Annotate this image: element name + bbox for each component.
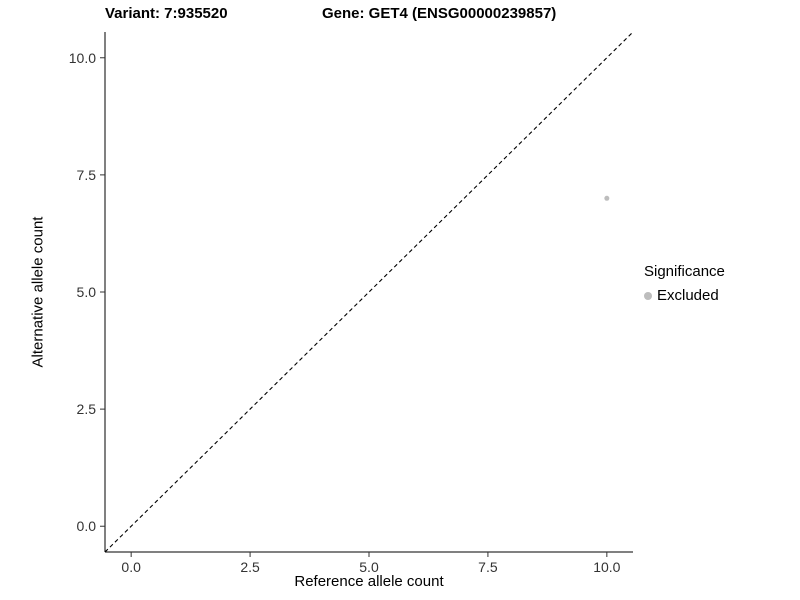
x-tick-label: 0.0 bbox=[121, 559, 141, 575]
identity-line bbox=[104, 31, 634, 553]
legend-point-icon bbox=[644, 291, 652, 300]
y-tick-label: 7.5 bbox=[77, 167, 97, 183]
y-tick-label: 5.0 bbox=[77, 284, 97, 300]
legend-title: Significance bbox=[644, 263, 725, 280]
x-tick-label: 10.0 bbox=[593, 559, 620, 575]
x-tick-label: 5.0 bbox=[359, 559, 379, 575]
legend-entry: Excluded bbox=[644, 287, 725, 304]
y-tick-label: 0.0 bbox=[77, 518, 97, 534]
x-tick-label: 2.5 bbox=[240, 559, 260, 575]
plot-title-gene: Gene: GET4 (ENSG00000239857) bbox=[322, 5, 557, 22]
y-axis-title: Alternative allele count bbox=[29, 216, 47, 368]
plot-title-variant: Variant: 7:935520 bbox=[105, 5, 228, 22]
y-tick-label: 2.5 bbox=[77, 401, 97, 417]
legend-entry-label: Excluded bbox=[657, 287, 719, 304]
y-tick-label: 10.0 bbox=[69, 50, 96, 66]
x-tick-label: 7.5 bbox=[478, 559, 498, 575]
legend: Significance Excluded bbox=[644, 263, 725, 304]
x-axis-title: Reference allele count bbox=[294, 573, 444, 590]
data-point bbox=[604, 195, 610, 201]
